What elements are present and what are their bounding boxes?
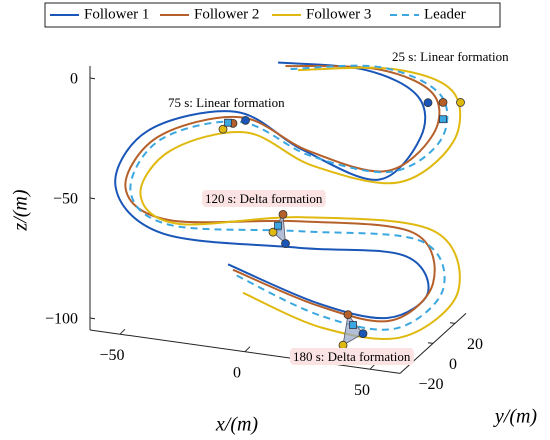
y-tick-label: 20 bbox=[467, 336, 483, 353]
axes: −100 −50 0 −50 0 50 −20 0 20 bbox=[45, 66, 483, 399]
follower-marker bbox=[268, 227, 278, 237]
z-tick bbox=[89, 77, 96, 80]
x-tick bbox=[244, 346, 251, 353]
trajectory bbox=[124, 64, 441, 323]
annotation-bg bbox=[290, 347, 414, 365]
follower-marker bbox=[423, 98, 433, 108]
leader-marker bbox=[349, 321, 357, 329]
z-tick bbox=[89, 317, 96, 320]
follower-marker bbox=[218, 124, 228, 134]
y-tick-label: 0 bbox=[449, 356, 457, 373]
follower-marker bbox=[343, 310, 353, 320]
y-tick bbox=[449, 322, 456, 324]
trajectory bbox=[139, 66, 462, 340]
annotation-bg bbox=[202, 189, 326, 207]
follower-marker bbox=[281, 239, 290, 248]
annotation: 75 s: Linear formation bbox=[168, 95, 285, 110]
y-tick-label: −20 bbox=[418, 376, 443, 393]
x-tick-label: 50 bbox=[354, 382, 370, 399]
leader-marker bbox=[439, 115, 447, 124]
follower-marker bbox=[241, 115, 250, 125]
legend-label: Follower 2 bbox=[194, 6, 259, 22]
plot-area: 25 s: Linear formation 75 s: Linear forma… bbox=[114, 49, 509, 365]
z-axis-label: z/(m) bbox=[10, 189, 32, 231]
legend-label: Leader bbox=[424, 6, 466, 22]
follower-marker bbox=[278, 209, 288, 219]
x-tick-label: 0 bbox=[233, 364, 241, 381]
x-tick bbox=[369, 363, 376, 370]
follower-marker bbox=[438, 98, 448, 107]
z-tick-label: −100 bbox=[45, 311, 78, 328]
z-tick bbox=[89, 197, 96, 200]
follower-marker bbox=[358, 329, 368, 339]
z-tick-label: −50 bbox=[53, 191, 78, 208]
legend-label: Follower 3 bbox=[306, 6, 371, 22]
legend-label: Follower 1 bbox=[84, 6, 149, 22]
annotation: 120 s: Delta formation bbox=[205, 191, 323, 206]
leader-marker bbox=[224, 118, 232, 127]
y-axis-label: y/(m) bbox=[493, 406, 538, 428]
follower-marker bbox=[456, 98, 465, 107]
y-tick bbox=[427, 342, 434, 344]
x-tick-label: −50 bbox=[99, 347, 124, 364]
x-axis-label: x/(m) bbox=[215, 414, 259, 436]
annotation: 25 s: Linear formation bbox=[392, 49, 509, 64]
annotation: 180 s: Delta formation bbox=[293, 349, 411, 364]
x-tick bbox=[119, 328, 126, 335]
legend: Follower 1 Follower 2 Follower 3 Leader bbox=[50, 6, 466, 22]
leader-marker bbox=[274, 221, 282, 230]
z-tick-label: 0 bbox=[70, 71, 78, 88]
